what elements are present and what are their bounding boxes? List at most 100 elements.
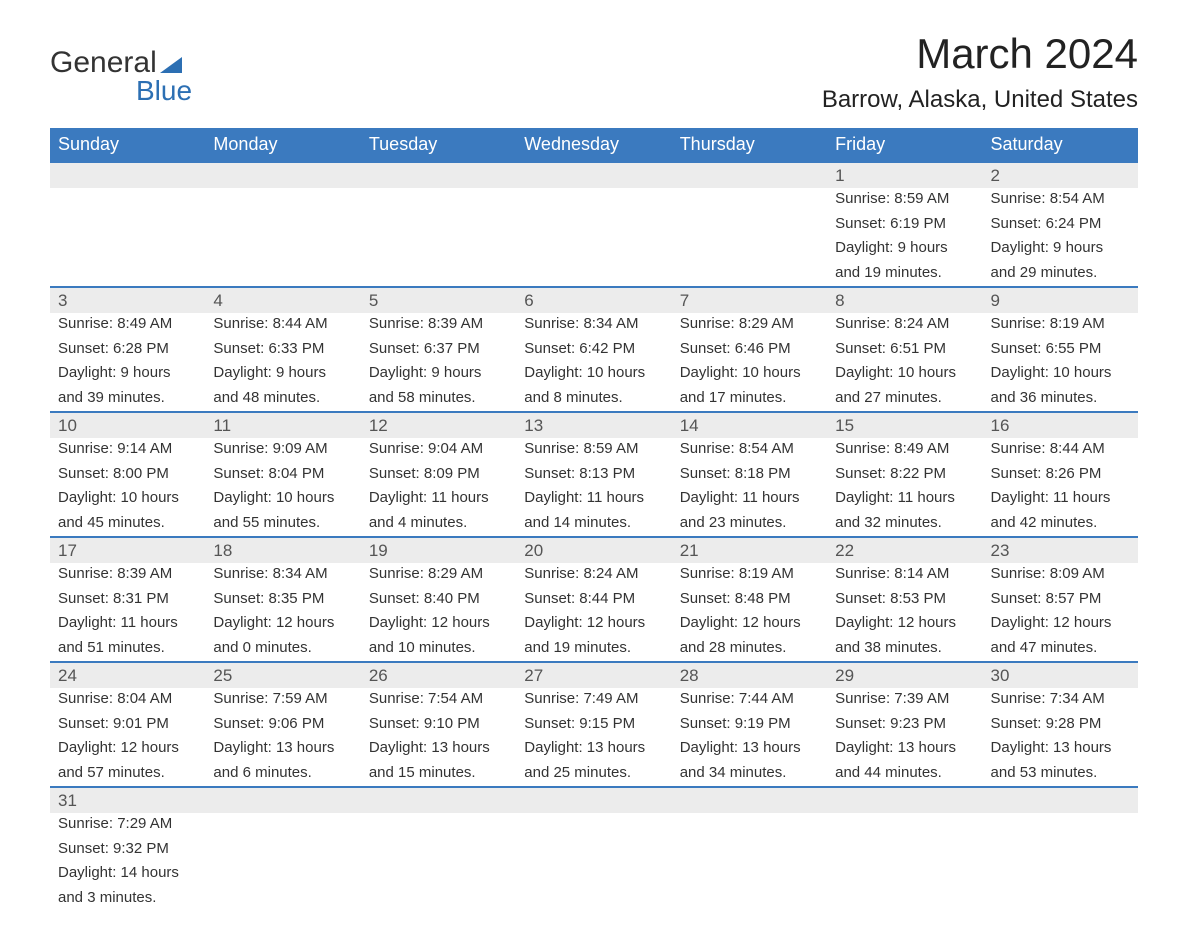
day-detail: Daylight: 11 hours xyxy=(50,612,205,637)
day-detail xyxy=(205,213,360,238)
day-detail: and 17 minutes. xyxy=(672,387,827,413)
day-detail xyxy=(983,862,1138,887)
day-detail: and 53 minutes. xyxy=(983,762,1138,788)
day-detail xyxy=(205,262,360,288)
day-detail: Sunrise: 8:24 AM xyxy=(827,313,982,338)
day-detail: and 28 minutes. xyxy=(672,637,827,663)
day-detail: Daylight: 13 hours xyxy=(205,737,360,762)
day-detail: Sunset: 9:32 PM xyxy=(50,838,205,863)
day-detail: Sunrise: 8:34 AM xyxy=(516,313,671,338)
day-detail xyxy=(516,188,671,213)
day-detail: and 19 minutes. xyxy=(516,637,671,663)
day-detail: Sunset: 8:48 PM xyxy=(672,588,827,613)
day-number: 13 xyxy=(516,412,671,438)
day-number: 1 xyxy=(827,162,982,188)
day-detail: Daylight: 10 hours xyxy=(50,487,205,512)
day-detail xyxy=(516,887,671,912)
weekday-header: Monday xyxy=(205,128,360,162)
day-detail: Daylight: 12 hours xyxy=(50,737,205,762)
day-detail-row: Sunset: 9:01 PMSunset: 9:06 PMSunset: 9:… xyxy=(50,713,1138,738)
day-detail xyxy=(672,237,827,262)
day-detail: and 0 minutes. xyxy=(205,637,360,663)
day-detail-row: Sunrise: 8:39 AMSunrise: 8:34 AMSunrise:… xyxy=(50,563,1138,588)
day-detail: Sunrise: 7:49 AM xyxy=(516,688,671,713)
day-number: 22 xyxy=(827,537,982,563)
day-number: 18 xyxy=(205,537,360,563)
weekday-header: Sunday xyxy=(50,128,205,162)
day-number: 28 xyxy=(672,662,827,688)
day-detail: Sunset: 8:00 PM xyxy=(50,463,205,488)
day-detail xyxy=(50,188,205,213)
day-detail xyxy=(516,237,671,262)
day-detail xyxy=(672,838,827,863)
day-detail xyxy=(205,813,360,838)
day-number-row: 3456789 xyxy=(50,287,1138,313)
logo: General Blue xyxy=(50,30,192,103)
day-detail-row: and 39 minutes.and 48 minutes.and 58 min… xyxy=(50,387,1138,413)
day-detail: Sunset: 8:44 PM xyxy=(516,588,671,613)
day-detail: Sunset: 8:53 PM xyxy=(827,588,982,613)
day-number: 24 xyxy=(50,662,205,688)
day-detail xyxy=(827,862,982,887)
day-detail: Sunset: 6:33 PM xyxy=(205,338,360,363)
day-detail-row: Sunrise: 9:14 AMSunrise: 9:09 AMSunrise:… xyxy=(50,438,1138,463)
day-detail: and 34 minutes. xyxy=(672,762,827,788)
day-number: 20 xyxy=(516,537,671,563)
day-number-row: 12 xyxy=(50,162,1138,188)
day-detail: Sunrise: 8:44 AM xyxy=(983,438,1138,463)
day-detail: Daylight: 12 hours xyxy=(983,612,1138,637)
header: General Blue March 2024 Barrow, Alaska, … xyxy=(50,30,1138,120)
day-detail xyxy=(50,237,205,262)
day-detail: and 32 minutes. xyxy=(827,512,982,538)
day-number xyxy=(827,787,982,813)
day-detail: and 48 minutes. xyxy=(205,387,360,413)
day-detail xyxy=(672,213,827,238)
day-number: 16 xyxy=(983,412,1138,438)
day-detail xyxy=(516,813,671,838)
weekday-header: Thursday xyxy=(672,128,827,162)
day-detail-row: Sunrise: 8:04 AMSunrise: 7:59 AMSunrise:… xyxy=(50,688,1138,713)
day-detail: Sunset: 9:19 PM xyxy=(672,713,827,738)
day-detail xyxy=(672,887,827,912)
day-detail: Sunrise: 7:29 AM xyxy=(50,813,205,838)
day-detail xyxy=(983,887,1138,912)
day-detail: Sunset: 9:10 PM xyxy=(361,713,516,738)
day-detail: and 57 minutes. xyxy=(50,762,205,788)
day-detail: Daylight: 11 hours xyxy=(672,487,827,512)
day-detail: and 3 minutes. xyxy=(50,887,205,912)
day-number-row: 10111213141516 xyxy=(50,412,1138,438)
day-detail: Daylight: 10 hours xyxy=(672,362,827,387)
day-detail-row: and 3 minutes. xyxy=(50,887,1138,912)
day-detail: Sunrise: 7:44 AM xyxy=(672,688,827,713)
day-detail-row: Sunrise: 7:29 AM xyxy=(50,813,1138,838)
day-detail: Sunset: 9:23 PM xyxy=(827,713,982,738)
day-detail-row: and 45 minutes.and 55 minutes.and 4 minu… xyxy=(50,512,1138,538)
day-detail: and 8 minutes. xyxy=(516,387,671,413)
day-detail xyxy=(205,838,360,863)
weekday-header: Friday xyxy=(827,128,982,162)
day-detail xyxy=(672,813,827,838)
logo-text-blue: Blue xyxy=(136,78,192,103)
day-detail-row: Sunset: 6:19 PMSunset: 6:24 PM xyxy=(50,213,1138,238)
day-detail: and 15 minutes. xyxy=(361,762,516,788)
weekday-header: Tuesday xyxy=(361,128,516,162)
day-detail: and 27 minutes. xyxy=(827,387,982,413)
day-detail-row: Daylight: 10 hoursDaylight: 10 hoursDayl… xyxy=(50,487,1138,512)
day-detail xyxy=(672,188,827,213)
day-detail: Sunset: 8:31 PM xyxy=(50,588,205,613)
day-detail xyxy=(827,813,982,838)
day-detail: Sunset: 6:37 PM xyxy=(361,338,516,363)
day-detail: Sunrise: 7:59 AM xyxy=(205,688,360,713)
day-number: 7 xyxy=(672,287,827,313)
day-detail xyxy=(205,862,360,887)
day-number: 21 xyxy=(672,537,827,563)
day-number: 19 xyxy=(361,537,516,563)
day-detail: Sunrise: 8:54 AM xyxy=(983,188,1138,213)
day-detail: Daylight: 12 hours xyxy=(361,612,516,637)
day-detail: Daylight: 9 hours xyxy=(983,237,1138,262)
day-detail: Sunset: 8:26 PM xyxy=(983,463,1138,488)
day-detail: Sunrise: 7:34 AM xyxy=(983,688,1138,713)
day-detail: Sunrise: 7:54 AM xyxy=(361,688,516,713)
day-detail: Sunrise: 7:39 AM xyxy=(827,688,982,713)
day-detail xyxy=(50,213,205,238)
